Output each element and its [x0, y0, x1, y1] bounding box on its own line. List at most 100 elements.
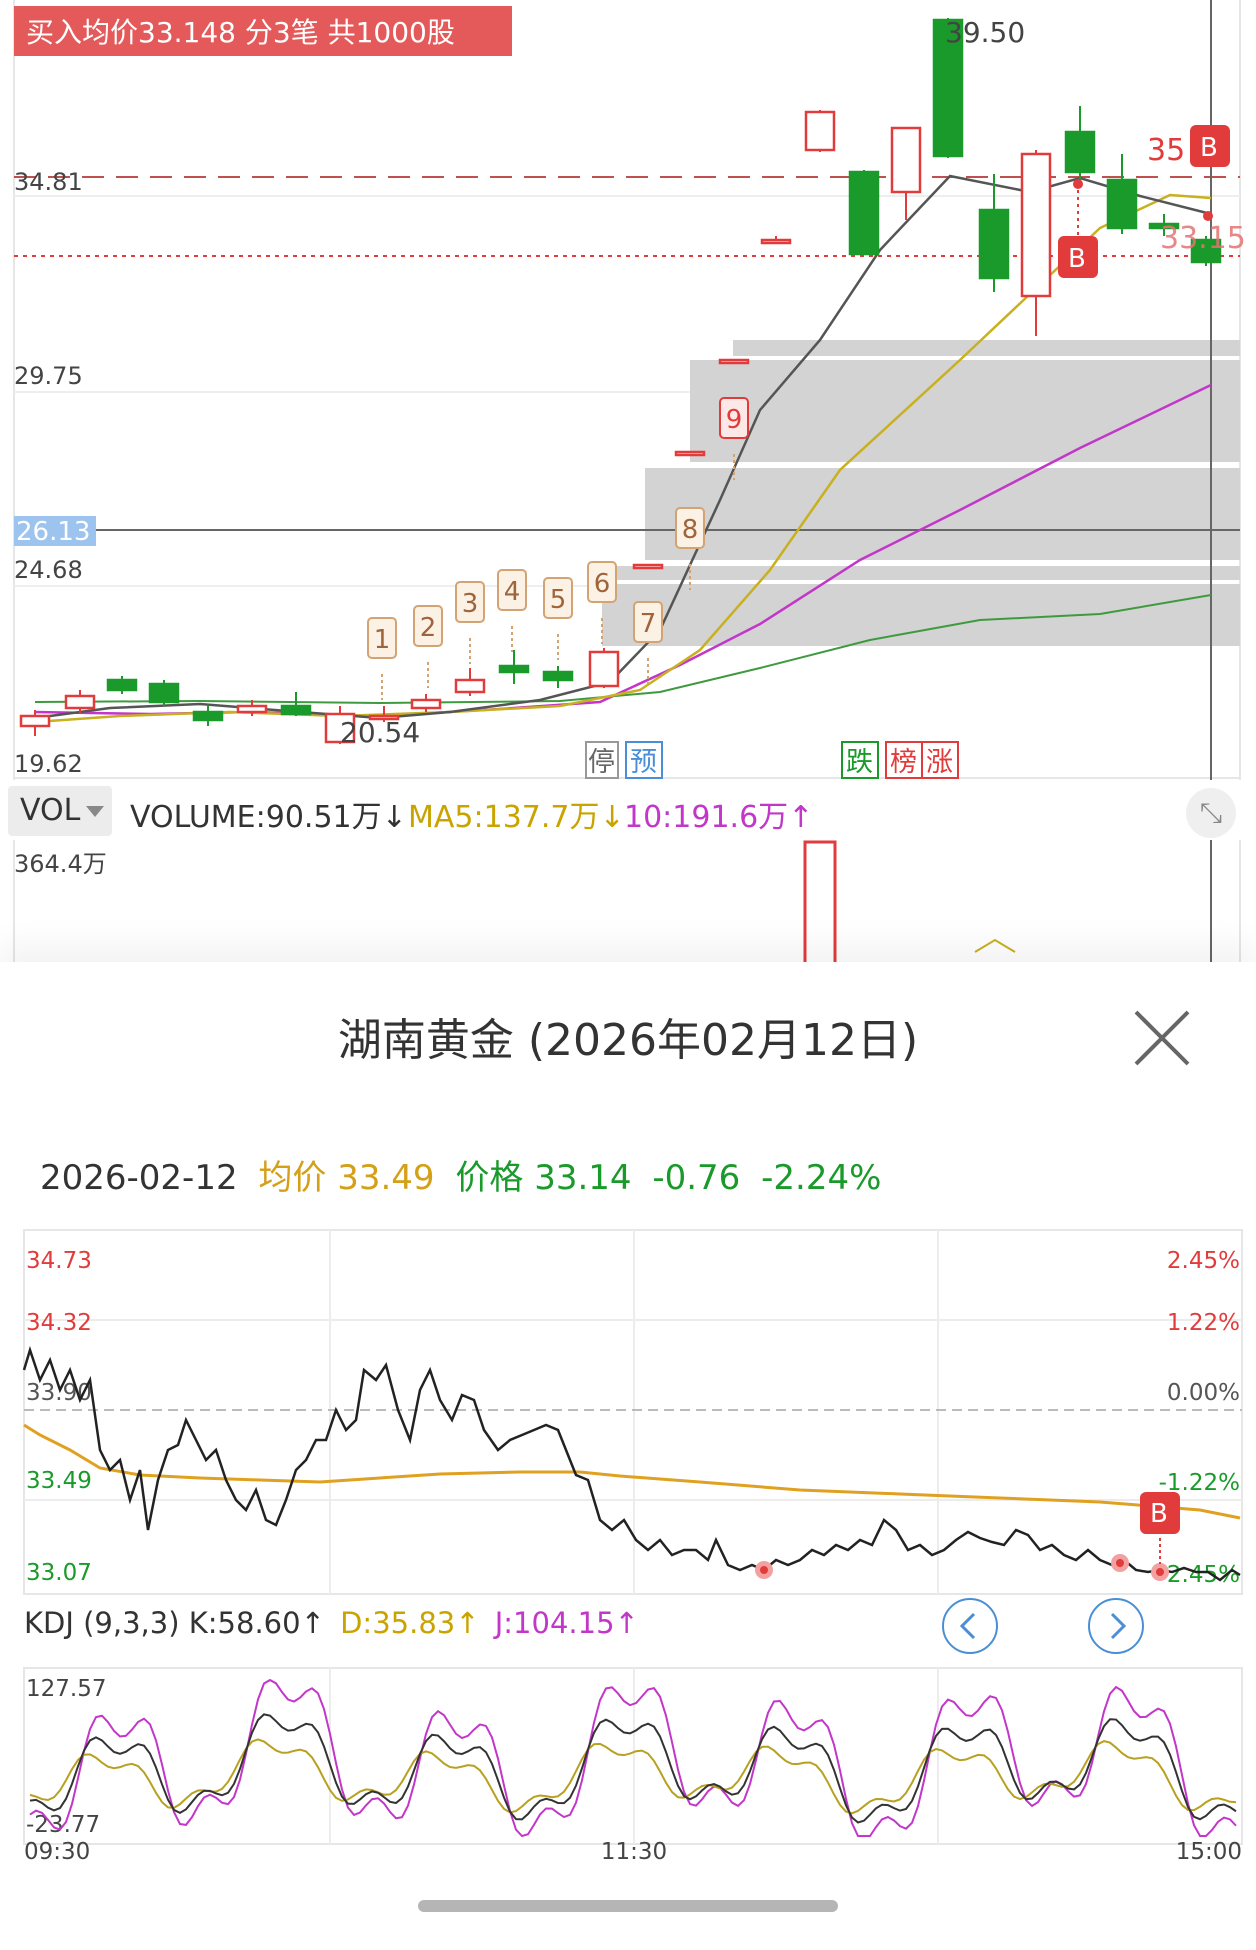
limit-up-number: 4: [504, 577, 521, 607]
limit-up-number: 1: [374, 625, 391, 655]
candlesticks: [19, 18, 1222, 744]
gap-bands: [602, 340, 1240, 646]
limit-up-marks: 1 23 4 567 8 9: [367, 397, 749, 700]
candle-body: [64, 694, 96, 710]
candle-body: [148, 682, 180, 704]
price-line: [22, 1345, 1241, 1582]
time-mid: 11:30: [601, 1839, 667, 1860]
candle-body: [192, 710, 224, 722]
candle-body: [454, 678, 486, 694]
candle-body: [848, 170, 880, 256]
candle-body: [804, 110, 836, 152]
ma30-line: [34, 594, 1212, 705]
indicator-select[interactable]: VOL: [8, 786, 112, 836]
chevron-down-icon: [86, 806, 105, 817]
candle-body: [1106, 178, 1138, 230]
candle-body: [542, 670, 574, 682]
buy-mark[interactable]: [1140, 1492, 1180, 1534]
event-tags[interactable]: 停 预 跌 榜 涨: [585, 741, 959, 779]
volume-header: VOL VOLUME:90.51万↓ MA5:137.7万↓ 10:191.6万…: [0, 778, 1256, 844]
kdj-k: K:58.60↑: [188, 1606, 325, 1640]
tag-fall: 跌: [846, 747, 873, 778]
limit-up-number: 3: [462, 589, 479, 619]
candle-body: [19, 714, 51, 728]
candle-body: [890, 126, 922, 194]
kdj-header: KDJ (9,3,3) K:58.60↑ D:35.83↑ J:104.15↑: [24, 1606, 639, 1640]
expand-icon[interactable]: ⤡: [1186, 788, 1236, 838]
kdj-d: D:35.83↑: [340, 1606, 480, 1640]
buy-mark-mid[interactable]: [1058, 236, 1098, 278]
limit-up-number: 6: [594, 569, 611, 599]
limit-up-badge: [587, 561, 617, 603]
price-value: 33.14: [534, 1158, 632, 1198]
candle-body: [588, 650, 620, 688]
candle-body: [1148, 222, 1180, 230]
buy-mark-right[interactable]: [1190, 125, 1230, 167]
limit-up-badge: [719, 397, 749, 439]
price-tag-33: 33.15: [1160, 221, 1246, 256]
candle-body: [978, 208, 1010, 280]
buy-mark-text: B: [1150, 1499, 1168, 1529]
axis-right-0: 2.45%: [1167, 1248, 1240, 1274]
avg-label: 均价: [258, 1158, 327, 1198]
axis-right-2: 0.00%: [1167, 1380, 1240, 1406]
prev-day-button[interactable]: [942, 1598, 998, 1654]
limit-up-badge: [675, 507, 705, 549]
candle-body: [324, 712, 356, 744]
kdj-chart: 127.57 -23.77 09:30 11:30 15:00: [23, 1667, 1243, 1860]
candle-body: [106, 678, 138, 692]
intraday-chart[interactable]: 34.73 34.32 33.90 33.49 33.07 2.45% 1.22…: [0, 1220, 1256, 1600]
limit-up-badge: [543, 577, 573, 619]
candle-body: [236, 704, 268, 714]
volume-max-label: 364.4万: [14, 850, 107, 878]
close-icon[interactable]: [1130, 1006, 1194, 1070]
change-pct: -2.24%: [761, 1158, 882, 1198]
limit-up-number: 7: [640, 609, 657, 639]
candle-body: [498, 664, 530, 674]
time-end: 15:00: [1176, 1839, 1242, 1860]
axis-right-3: -1.22%: [1159, 1470, 1240, 1496]
limit-up-badge: [413, 605, 443, 647]
y-label-high: 34.81: [14, 168, 83, 196]
candle-body: [1020, 152, 1052, 298]
home-indicator[interactable]: [418, 1900, 838, 1912]
limit-up-number: 2: [420, 613, 437, 643]
price-label: 价格: [455, 1158, 524, 1198]
candle-body: [632, 563, 664, 570]
axis-left-1: 34.32: [26, 1310, 92, 1336]
quote-date: 2026-02-12: [40, 1158, 238, 1198]
buy-mark-right-text: B: [1200, 133, 1218, 163]
kline-chart[interactable]: 34.81 29.75 26.13 24.68 19.62 买入均价33.148…: [0, 0, 1256, 780]
candle-body: [280, 704, 312, 716]
volume-ma5: MA5:137.7万↓: [408, 800, 625, 835]
chevron-left-icon: [959, 1612, 976, 1640]
tag-preview: 预: [630, 747, 657, 778]
limit-up-badge: [455, 581, 485, 623]
y-label-mid2: 24.68: [14, 556, 83, 584]
sheet-title: 湖南黄金 (2026年02月12日): [337, 1015, 919, 1066]
volume-chart: [13, 840, 1241, 970]
indicator-select-label: VOL: [20, 793, 81, 828]
axis-right-1: 1.22%: [1167, 1310, 1240, 1336]
price-tag-35: 35: [1147, 133, 1185, 168]
volume-ma10: 10:191.6万↑: [624, 800, 814, 835]
quote-info: 2026-02-12 均价 33.49 价格 33.14 -0.76 -2.24…: [40, 1150, 881, 1199]
time-start: 09:30: [24, 1839, 90, 1860]
limit-up-badge: [497, 569, 527, 611]
tag-stop: 停: [588, 747, 615, 778]
candle-body: [410, 698, 442, 710]
candle-body: [760, 238, 792, 245]
axis-left-3: 33.49: [26, 1468, 92, 1494]
volume-value: VOLUME:90.51万↓: [130, 800, 407, 835]
candle-body: [368, 714, 400, 721]
candle-body: [1064, 130, 1096, 174]
tag-list: 榜: [890, 747, 917, 778]
low-label: 20.54: [340, 716, 420, 749]
avg-value: 33.49: [337, 1158, 435, 1198]
limit-up-badge: [367, 617, 397, 659]
next-day-button[interactable]: [1088, 1598, 1144, 1654]
candle-body: [718, 358, 750, 365]
y-label-mid1: 29.75: [14, 362, 83, 390]
buy-banner: [14, 6, 512, 56]
candle-body: [674, 450, 706, 457]
